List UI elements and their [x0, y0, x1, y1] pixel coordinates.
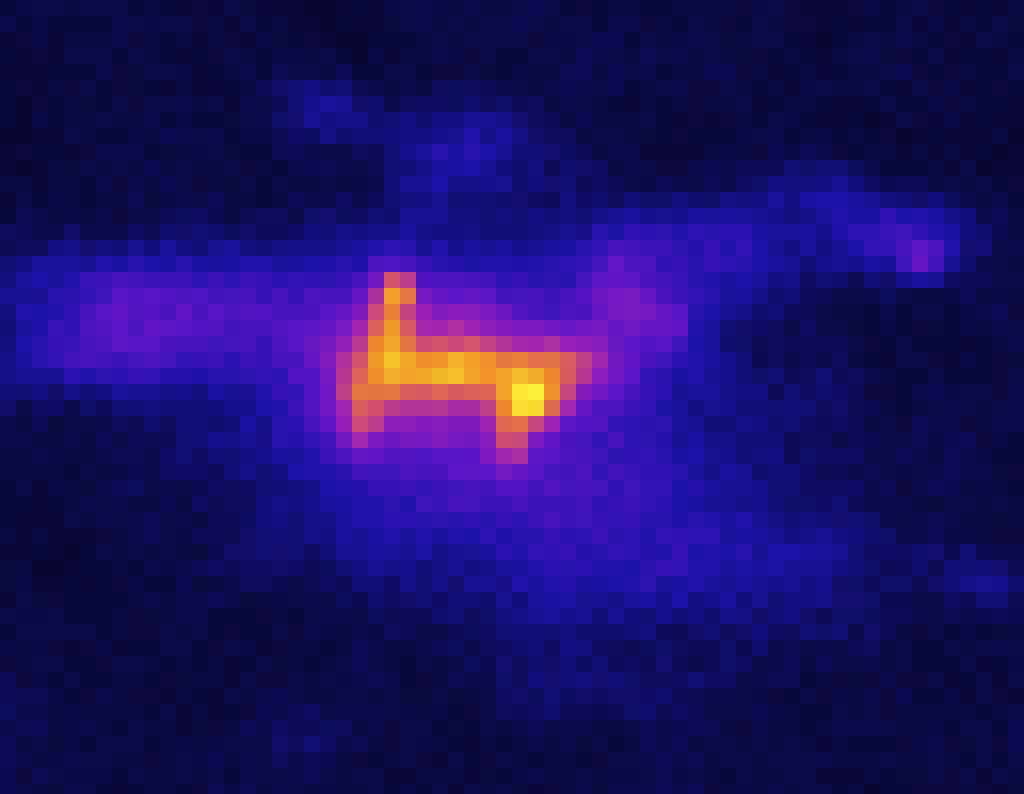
heatmap-image [0, 0, 1024, 794]
heatmap-canvas [0, 0, 1024, 794]
